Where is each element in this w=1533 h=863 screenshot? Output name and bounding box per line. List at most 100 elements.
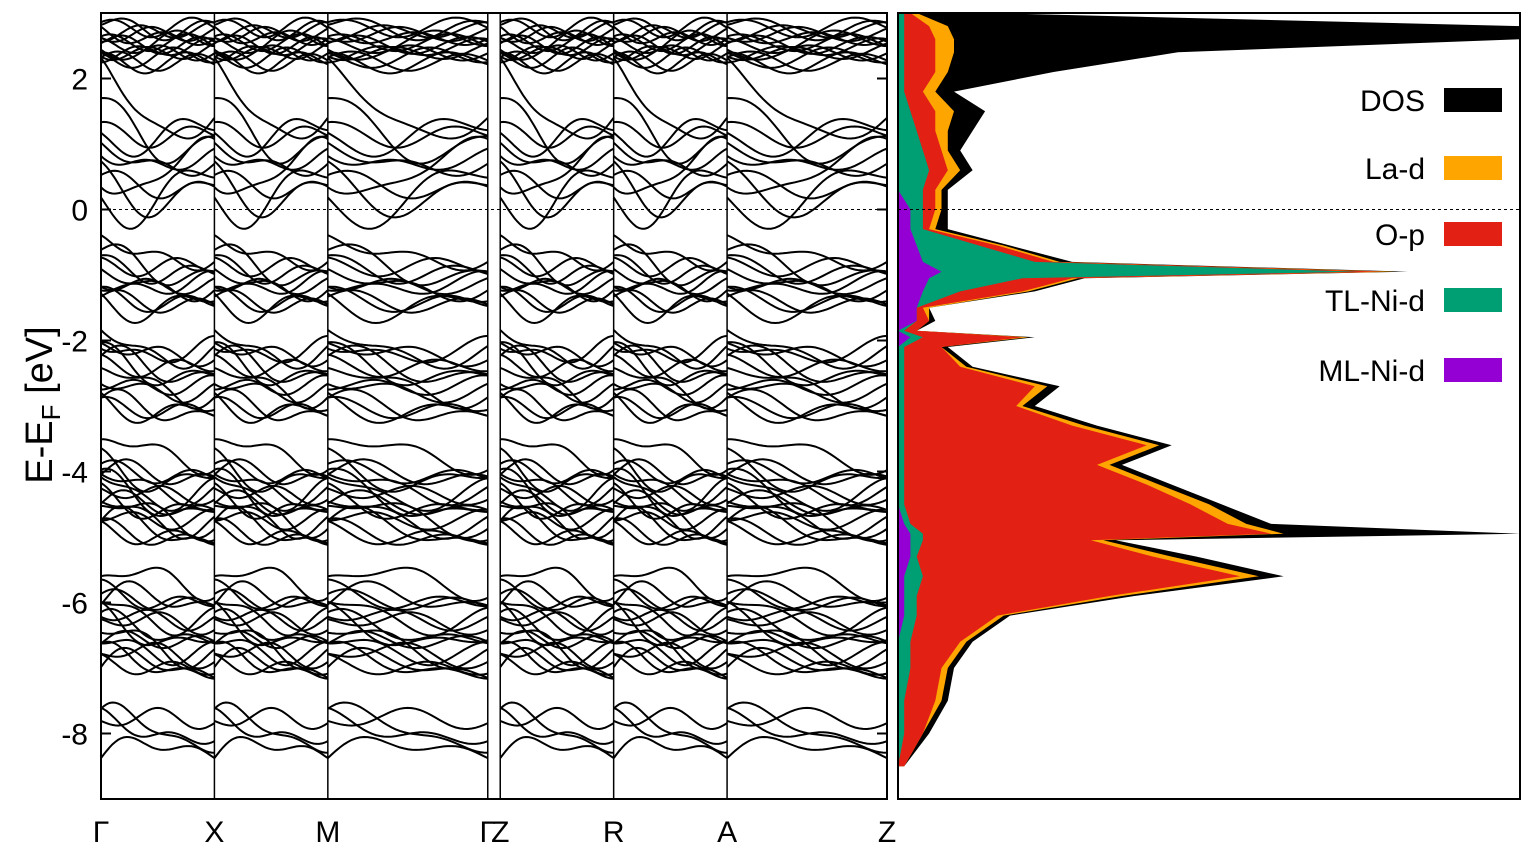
band-line-66 (100, 117, 888, 158)
band-line-40 (100, 382, 888, 404)
band-line-9 (100, 638, 888, 667)
band-line-17 (100, 588, 888, 611)
band-line-67 (100, 57, 888, 140)
band-line-8 (100, 629, 888, 670)
band-line-38 (100, 392, 888, 424)
band-line-34 (100, 447, 888, 493)
band-grid (101, 13, 887, 799)
band-line-44 (100, 353, 888, 379)
band-line-58 (100, 169, 888, 200)
band-line-15 (100, 600, 888, 637)
band-line-77 (100, 25, 888, 47)
band-line-62 (100, 147, 888, 171)
x-tick-label-7: Z (878, 816, 896, 849)
y-tick-label-3: -4 (61, 457, 88, 490)
y-axis-title-unit: [eV] (19, 326, 61, 404)
band-line-31 (100, 476, 888, 512)
band-lines (100, 16, 888, 760)
band-line-41 (100, 374, 888, 396)
band-line-47 (100, 334, 888, 364)
band-line-18 (100, 578, 887, 610)
band-line-74 (100, 34, 888, 55)
x-tick-label-3: Γ (479, 816, 496, 849)
band-line-50 (100, 292, 888, 325)
band-line-75 (100, 32, 888, 53)
legend-label-2: O-p (1375, 219, 1425, 252)
band-line-69 (101, 51, 888, 75)
band-line-42 (100, 344, 888, 383)
x-tick-label-0: Γ (93, 816, 110, 849)
band-line-37 (100, 395, 888, 420)
band-line-53 (100, 269, 888, 295)
y-tick-label-0: 2 (71, 64, 88, 97)
band-line-51 (100, 268, 888, 303)
dos-panel: DOS La-d O-p TL-Ni-d ML-Ni-d (897, 12, 1521, 800)
band-line-28 (100, 482, 888, 520)
legend-swatch-2 (1444, 222, 1502, 246)
band-line-56 (100, 256, 887, 278)
band-line-24 (100, 500, 888, 540)
band-line-39 (100, 366, 888, 410)
band-line-68 (100, 50, 888, 72)
y-tick-label-5: -8 (61, 719, 88, 752)
band-line-78 (100, 25, 888, 43)
legend-swatch-1 (1444, 156, 1502, 180)
band-line-5 (100, 640, 888, 680)
y-tick-label-4: -6 (61, 588, 88, 621)
band-line-12 (100, 600, 888, 647)
band-line-21 (100, 517, 888, 546)
dos-legend: DOS La-d O-p TL-Ni-d ML-Ni-d (1318, 85, 1502, 388)
band-line-55 (100, 254, 888, 285)
band-line-73 (100, 37, 888, 64)
legend-swatch-0 (1444, 88, 1502, 112)
band-line-27 (100, 467, 888, 518)
band-line-30 (100, 473, 888, 507)
dos-areas (898, 13, 1520, 767)
y-axis-title-main: E-E (19, 420, 61, 483)
x-tick-label-4: Z (491, 816, 509, 849)
band-line-10 (100, 629, 888, 650)
band-line-16 (100, 580, 888, 608)
band-y-ticks: 2 0 -2 -4 -6 -8 (61, 64, 887, 752)
band-plot-frame (100, 12, 888, 800)
band-line-63 (100, 135, 888, 195)
band-line-60 (100, 169, 888, 230)
band-line-59 (100, 160, 888, 219)
y-axis-title-subscript: F (36, 404, 66, 420)
band-line-14 (100, 608, 888, 632)
x-tick-label-5: R (603, 816, 625, 849)
band-line-19 (100, 566, 888, 603)
dos-area-o-p (898, 13, 1384, 767)
band-line-33 (100, 459, 888, 485)
legend-swatch-4 (1444, 358, 1502, 382)
x-tick-label-1: X (204, 816, 224, 849)
y-tick-label-2: -2 (61, 326, 88, 359)
legend-swatch-3 (1444, 288, 1502, 312)
y-axis-title: E-EF [eV] (19, 326, 66, 483)
x-tick-label-6: A (717, 816, 737, 849)
band-line-0 (100, 735, 888, 760)
band-structure-panel: 20-2-4-6-8 Γ X M ΓZ R A Z (61, 12, 896, 849)
band-line-11 (100, 607, 888, 645)
legend-label-4: ML-Ni-d (1318, 355, 1425, 388)
band-line-32 (100, 458, 888, 486)
band-line-64 (100, 96, 888, 165)
band-line-81 (100, 16, 888, 39)
band-line-7 (100, 641, 888, 670)
dos-plot-frame (897, 12, 1521, 800)
y-tick-label-1: 0 (71, 195, 88, 228)
legend-label-1: La-d (1365, 153, 1425, 186)
x-tick-label-2: M (315, 816, 340, 849)
band-line-80 (100, 17, 888, 42)
legend-label-3: TL-Ni-d (1325, 285, 1425, 318)
band-line-6 (100, 653, 888, 676)
band-line-25 (100, 508, 888, 531)
band-line-57 (100, 234, 888, 272)
band-line-71 (100, 44, 888, 62)
band-line-45 (100, 341, 888, 368)
band-line-2 (100, 706, 888, 745)
band-line-76 (100, 29, 888, 55)
legend-label-0: DOS (1360, 85, 1425, 118)
band-line-79 (100, 21, 888, 43)
